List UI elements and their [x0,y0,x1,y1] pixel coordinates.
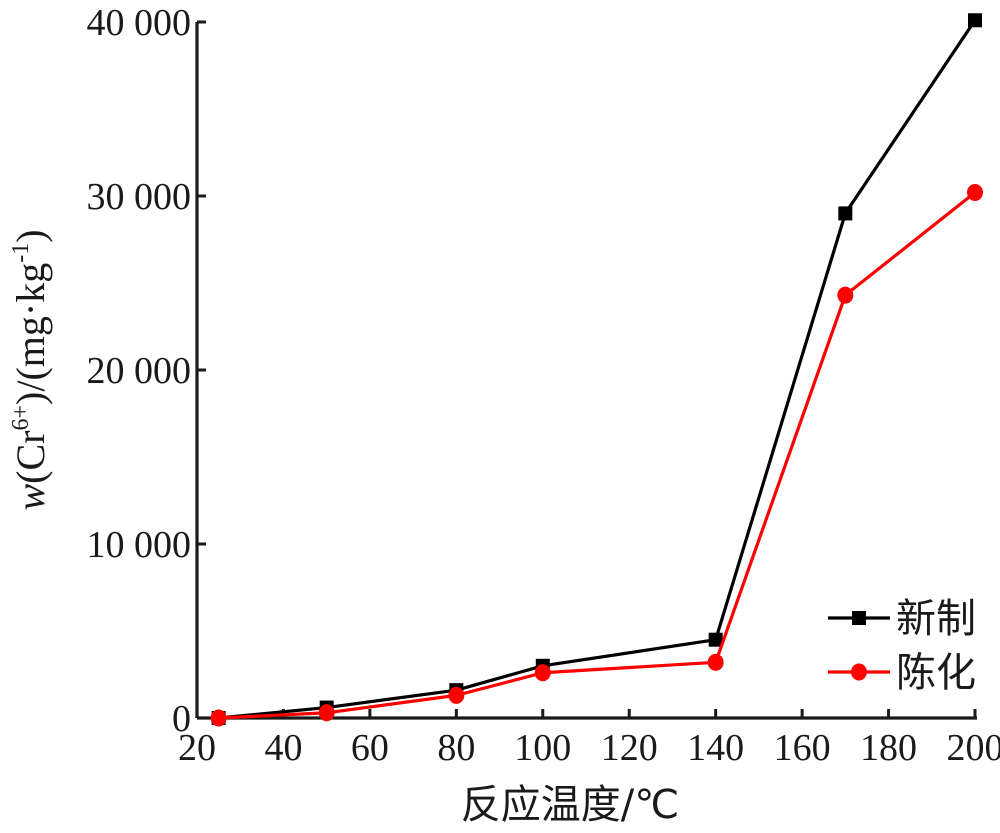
y-axis-title-sup: 6+ [8,405,34,431]
data-point [838,206,853,221]
y-axis-title: w(Cr6+)/(mg·kg-1) [8,229,53,510]
legend-marker [852,611,866,625]
series-2 [210,184,983,727]
data-point [318,704,335,722]
legend-marker [851,663,867,681]
data-point [707,653,724,671]
legend-label: 陈化 [896,650,976,696]
data-point [967,184,983,202]
y-tick-label: 10 000 [87,524,192,566]
y-tick-label: 0 [172,698,191,740]
y-axis-title-open: (Cr [8,431,53,484]
y-tick-label: 20 000 [87,350,192,392]
x-tick-label: 160 [774,727,831,769]
data-point [708,632,723,647]
y-axis-title-close: ) [8,229,53,242]
y-tick-label: 30 000 [87,176,192,218]
x-tick-label: 100 [514,727,571,769]
legend-entry: 新制 [828,596,976,642]
series-layer [210,13,983,727]
x-tick-label: 140 [687,727,744,769]
x-axis-title: 反应温度/℃ [461,782,679,828]
data-point [534,664,551,682]
x-tick-label: 80 [437,727,475,769]
ticks: 20 40 60 80 100 120 140 160 180 200 0 10 000 20 000 3… [87,2,1000,769]
x-tick-label: 200 [947,727,1000,769]
data-point [968,13,982,28]
legend-entry: 陈化 [828,650,976,696]
y-axis-title-sup2: -1 [8,243,34,263]
x-tick-label: 60 [351,727,389,769]
data-point [210,709,227,727]
x-tick-label: 20 [178,727,216,769]
y-axis-title-var: w [8,484,53,511]
data-point [837,286,854,304]
y-tick-label: 40 000 [87,2,192,44]
y-axis-title-mid: )/(mg·kg [8,263,53,405]
x-tick-label: 120 [601,727,658,769]
x-tick-label: 40 [264,727,302,769]
x-tick-label: 180 [860,727,917,769]
data-point [448,686,465,704]
series-line [218,191,976,720]
legend-label: 新制 [896,596,976,642]
